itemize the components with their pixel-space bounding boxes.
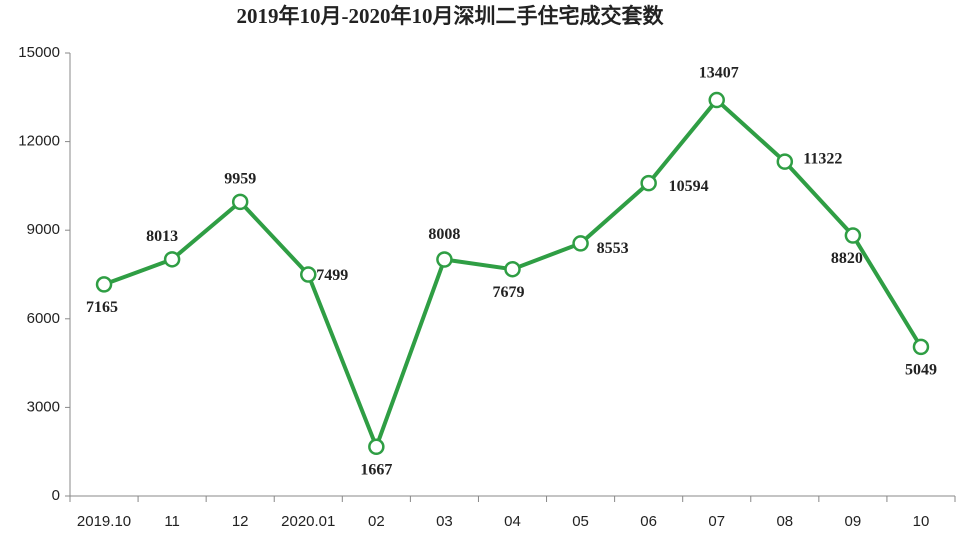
x-tick-label: 08: [776, 513, 793, 530]
value-label: 7679: [493, 284, 525, 301]
point: [776, 153, 794, 170]
y-tick-label: 0: [52, 487, 60, 504]
value-label: 9959: [224, 171, 256, 188]
x-tick-label: 09: [845, 513, 862, 530]
x-tick-label: 10: [913, 513, 930, 530]
x-tick-label: 2020.01: [281, 513, 335, 530]
point: [504, 260, 521, 278]
point: [300, 266, 317, 283]
value-label: 7499: [316, 267, 348, 284]
y-tick-label: 9000: [27, 221, 60, 238]
x-tick-label: 12: [232, 513, 249, 530]
x-tick-label: 11: [164, 513, 180, 530]
chart-title: 2019年10月-2020年10月深圳二手住宅成交套数: [237, 4, 665, 28]
value-label: 8820: [831, 250, 863, 267]
x-tick-label: 04: [504, 513, 521, 530]
point: [163, 251, 181, 268]
value-label: 1667: [360, 461, 392, 478]
x-tick-label: 06: [640, 513, 657, 530]
x-tick-label: 07: [708, 513, 725, 530]
value-label: 5049: [905, 362, 937, 379]
y-tick-label: 15000: [18, 44, 60, 61]
x-tick-label: 03: [436, 513, 453, 530]
y-tick-label: 3000: [27, 398, 60, 415]
value-label: 8008: [428, 226, 460, 243]
y-tick-label: 12000: [18, 133, 60, 150]
point: [368, 438, 385, 456]
point: [640, 174, 657, 192]
point: [912, 338, 930, 356]
point: [708, 91, 725, 109]
point: [572, 235, 589, 252]
value-label: 8013: [146, 228, 178, 245]
point: [844, 227, 862, 244]
y-tick-label: 6000: [27, 310, 60, 327]
value-label: 10594: [669, 178, 709, 195]
x-tick-label: 05: [572, 513, 589, 530]
x-tick-label: 02: [368, 513, 385, 530]
x-tick-label: 2019.10: [77, 513, 131, 530]
value-label: 11322: [803, 150, 842, 167]
value-label: 8553: [597, 240, 629, 257]
value-label: 13407: [699, 65, 739, 82]
point: [95, 276, 113, 293]
point: [436, 251, 453, 268]
value-label: 7165: [86, 299, 118, 316]
point: [231, 193, 249, 211]
